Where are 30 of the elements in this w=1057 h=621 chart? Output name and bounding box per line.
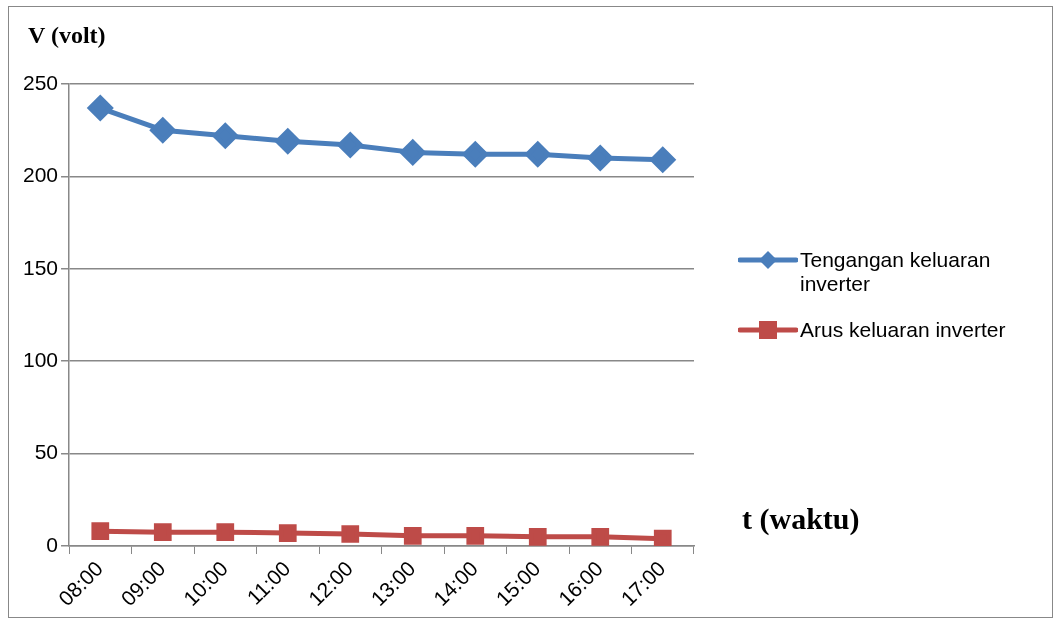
y-tick-label: 150 (22, 255, 59, 279)
point (91, 522, 110, 541)
point (466, 526, 485, 545)
point (212, 123, 238, 149)
point (587, 145, 613, 171)
point (403, 526, 422, 545)
point (653, 529, 672, 547)
point (275, 128, 301, 154)
y-axis-title: V (volt) (28, 22, 106, 49)
point (150, 117, 176, 143)
y-tick-label: 50 (34, 440, 59, 464)
point (87, 95, 113, 121)
point (278, 524, 297, 542)
point (462, 141, 488, 167)
x-axis-title: t (waktu) (742, 502, 860, 536)
legend-label: Tengangan keluaran inverter (800, 248, 992, 296)
y-tick-label: 100 (22, 348, 59, 372)
point (525, 141, 551, 167)
point (341, 525, 360, 543)
point (528, 527, 547, 546)
point (216, 523, 235, 542)
y-tick-label: 0 (46, 532, 59, 556)
point (650, 147, 676, 173)
y-tick-label: 250 (22, 70, 59, 94)
point (400, 139, 426, 165)
point (591, 527, 610, 546)
legend-label: Arus keluaran inverter (800, 318, 1006, 342)
point (337, 132, 363, 158)
point (153, 523, 172, 542)
y-tick-label: 200 (22, 163, 59, 187)
